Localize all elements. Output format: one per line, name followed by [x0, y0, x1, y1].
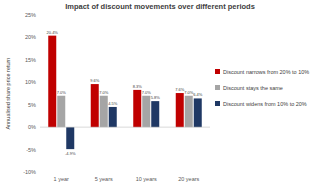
data-label: 5.8% — [151, 95, 161, 100]
bars — [48, 36, 202, 149]
y-tick-label: 10% — [25, 79, 36, 85]
y-tick — [38, 82, 40, 83]
y-tick-label: 5% — [28, 102, 36, 108]
y-tick — [38, 59, 40, 60]
x-tick-label: 10 years — [136, 176, 157, 182]
x-tick-label: 5 years — [95, 176, 113, 182]
y-tick — [38, 172, 40, 173]
bar — [133, 90, 141, 127]
data-label: 7.0% — [142, 90, 152, 95]
legend-label: Discount stays the same — [223, 85, 283, 91]
bar — [91, 84, 99, 127]
y-tick-label: -5% — [26, 147, 36, 153]
bar — [57, 96, 65, 127]
title: Impact of discount movements over differ… — [65, 2, 255, 11]
legend-swatch — [215, 101, 220, 106]
y-tick — [38, 37, 40, 38]
bar — [185, 96, 193, 127]
y-tick-label: -10% — [23, 169, 36, 175]
y-axis-label: Annualised share price return — [5, 58, 11, 130]
data-label: 7.0% — [57, 90, 67, 95]
bar — [100, 96, 108, 127]
x-tick-label: 20 years — [178, 176, 199, 182]
legend: Discount narrows from 20% to 10% Discount… — [215, 69, 309, 107]
data-label: 9.6% — [90, 78, 100, 83]
data-label: 7.0% — [99, 90, 109, 95]
data-label: 4.5% — [108, 101, 118, 106]
y-tick-label: 15% — [25, 57, 36, 63]
bar — [48, 36, 56, 128]
y-tick-label: 25% — [25, 12, 36, 18]
y-tick — [38, 127, 40, 128]
bar — [109, 107, 117, 127]
bar — [176, 93, 184, 127]
data-label: 6.4% — [193, 92, 203, 97]
legend-swatch — [215, 69, 220, 74]
chart: Impact of discount movements over differ… — [0, 0, 320, 193]
zero-line — [40, 127, 210, 128]
legend-label: Discount widens from 10% to 20% — [223, 101, 307, 107]
data-label: -4.9% — [65, 151, 76, 156]
data-label: 8.3% — [133, 84, 143, 89]
x-tick-label: 1 year — [54, 176, 69, 182]
y-tick-label: 20% — [25, 34, 36, 40]
y-tick — [38, 104, 40, 105]
data-label: 20.4% — [47, 30, 59, 35]
bar — [194, 98, 202, 127]
legend-label: Discount narrows from 20% to 10% — [223, 69, 309, 75]
y-tick — [38, 149, 40, 150]
legend-swatch — [215, 85, 220, 90]
bar — [142, 96, 150, 127]
y-tick — [38, 15, 40, 16]
y-tick-label: 0% — [28, 124, 36, 130]
data-labels: 20.4%9.6%8.3%7.6%7.0%7.0%7.0%7.0%-4.9%4.… — [47, 30, 203, 156]
bar — [66, 127, 74, 149]
bar — [151, 101, 159, 127]
